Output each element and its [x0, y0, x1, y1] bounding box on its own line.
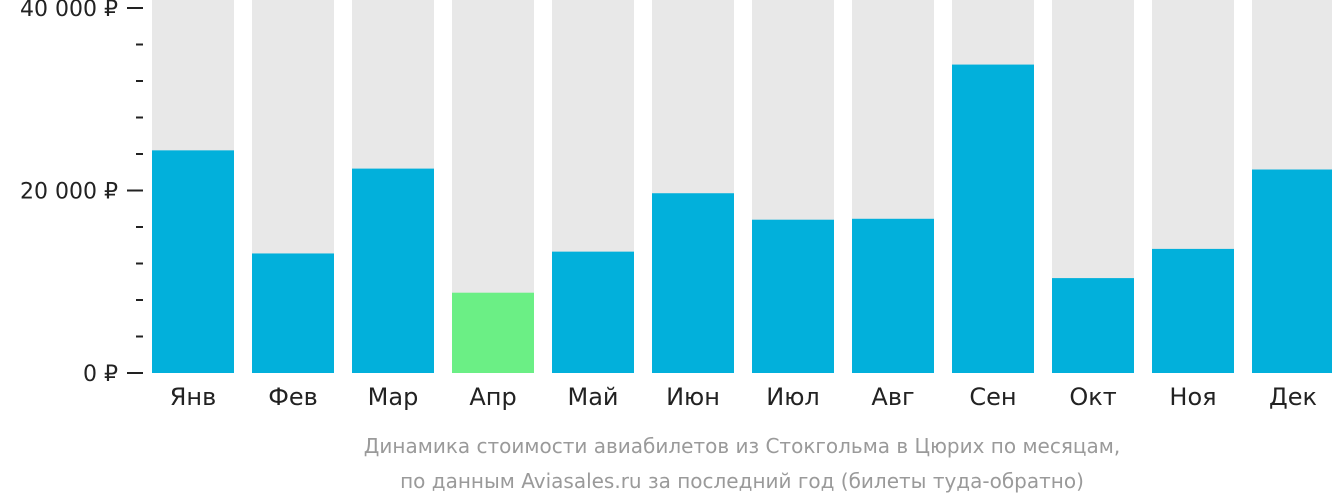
bar — [352, 168, 434, 373]
y-tick-label: 20 000 ₽ — [20, 180, 118, 205]
x-tick-label: Апр — [469, 383, 516, 411]
x-tick-label: Май — [567, 383, 618, 411]
bar — [1152, 248, 1234, 373]
bar — [652, 193, 734, 373]
bar — [152, 150, 234, 373]
y-tick-label: 0 ₽ — [83, 362, 118, 387]
y-axis: 0 ₽ 20 000 ₽ 40 000 ₽ — [20, 0, 143, 387]
x-tick-label: Окт — [1069, 383, 1116, 411]
bar — [1052, 278, 1134, 373]
bars — [152, 64, 1332, 373]
bar — [552, 251, 634, 373]
x-tick-label: Мар — [368, 383, 419, 411]
chart-caption-line-1: Динамика стоимости авиабилетов из Стокго… — [364, 434, 1120, 458]
bar — [952, 64, 1034, 373]
x-tick-label: Авг — [871, 383, 914, 411]
chart-caption-line-2: по данным Aviasales.ru за последний год … — [400, 469, 1084, 493]
x-tick-label: Июл — [766, 383, 820, 411]
bar — [752, 219, 834, 373]
x-tick-label: Ноя — [1169, 383, 1216, 411]
bar — [1252, 169, 1332, 373]
bar-highlighted — [452, 292, 534, 373]
bar — [852, 218, 934, 373]
x-tick-label: Фев — [268, 383, 318, 411]
x-tick-label: Дек — [1269, 383, 1317, 411]
y-tick-label: 40 000 ₽ — [20, 0, 118, 22]
x-tick-label: Янв — [170, 383, 217, 411]
x-tick-label: Июн — [666, 383, 720, 411]
bar — [252, 253, 334, 373]
x-tick-label: Сен — [969, 383, 1016, 411]
x-axis-labels: Янв Фев Мар Апр Май Июн Июл Авг Сен Окт Ноя Дек — [170, 383, 1317, 411]
